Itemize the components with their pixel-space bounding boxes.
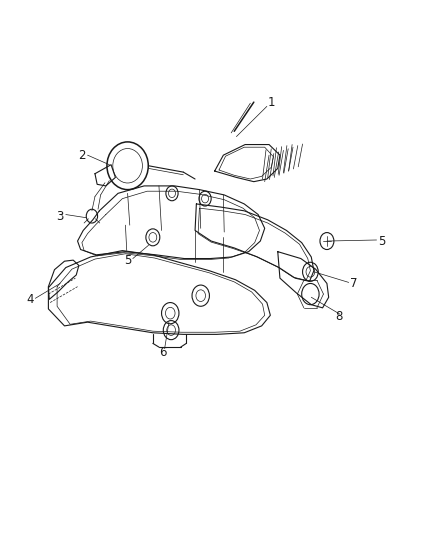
Text: 5: 5	[124, 254, 131, 266]
Text: 8: 8	[335, 310, 343, 324]
Text: 6: 6	[159, 346, 166, 359]
Text: 5: 5	[378, 235, 386, 247]
Text: 3: 3	[57, 209, 64, 223]
Text: 4: 4	[26, 293, 33, 306]
Text: 2: 2	[78, 149, 86, 161]
Text: 1: 1	[268, 95, 275, 109]
Text: 7: 7	[350, 277, 358, 290]
